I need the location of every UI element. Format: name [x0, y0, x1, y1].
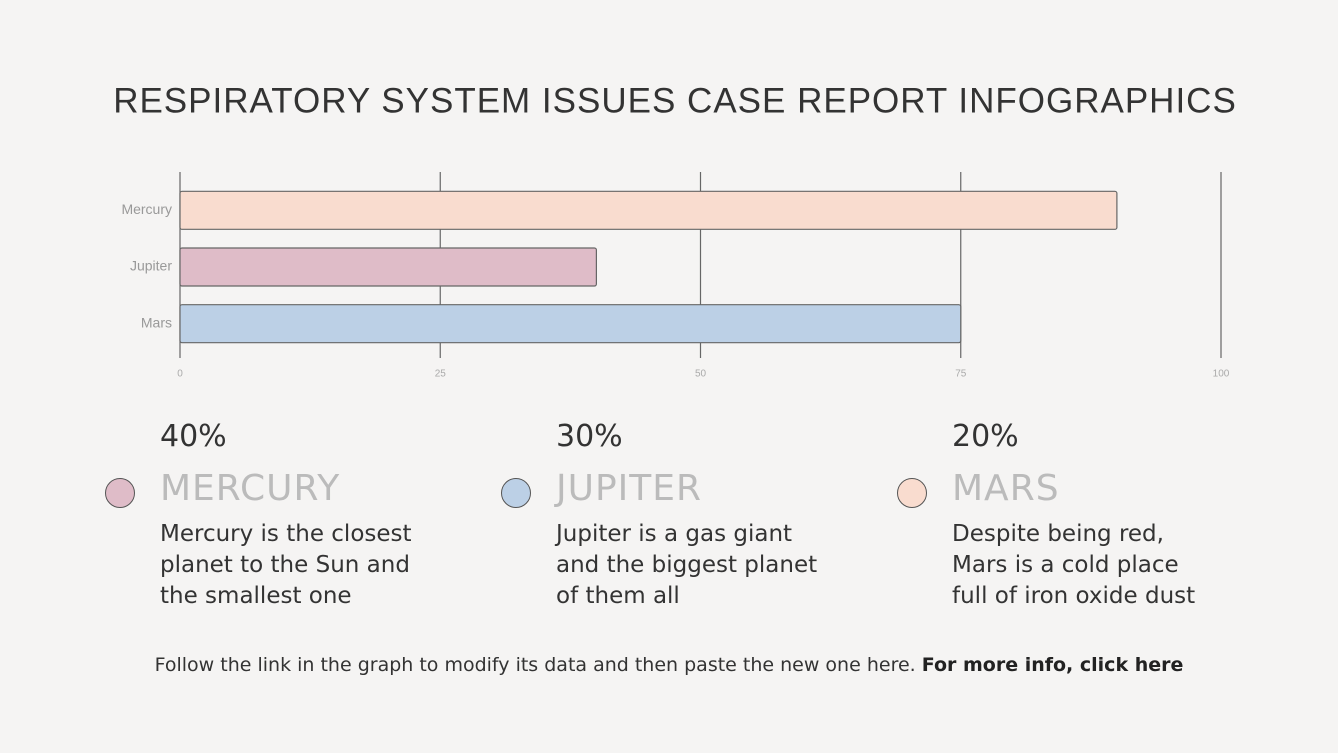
card-description: Despite being red, Mars is a cold place …: [952, 521, 1196, 609]
footer: Follow the link in the graph to modify i…: [0, 654, 1338, 676]
x-tick-label: 25: [435, 369, 447, 380]
color-dot: [105, 478, 135, 508]
chart: RESPIRATORY SYSTEM ISSUES CASE REPORT IN…: [113, 81, 1237, 380]
bar: [179, 247, 597, 287]
info-card: 30% JUPITER Jupiter is a gas giant and the…: [501, 415, 856, 612]
chart-title: RESPIRATORY SYSTEM ISSUES CASE REPORT IN…: [113, 81, 1237, 120]
card-name: MERCURY: [160, 468, 341, 509]
x-tick-label: 100: [1213, 369, 1230, 380]
color-dot: [501, 478, 531, 508]
x-tick-label: 75: [955, 369, 967, 380]
bar: [179, 304, 962, 344]
y-tick-label: Mars: [141, 314, 172, 330]
y-tick-label: Mercury: [121, 201, 172, 217]
bar: [179, 190, 1118, 230]
more-info-link[interactable]: For more info, click here: [921, 654, 1184, 676]
x-tick-label: 50: [695, 369, 707, 380]
info-card: 40% MERCURY Mercury is the closest planet …: [105, 415, 460, 612]
percent: 20%: [952, 419, 1019, 454]
card-description: Jupiter is a gas giant and the biggest p…: [556, 521, 818, 609]
color-dot: [897, 478, 927, 508]
card-description: Mercury is the closest planet to the Sun…: [160, 521, 412, 609]
info-card: 20% MARS Despite being red, Mars is a cold…: [897, 415, 1252, 612]
card-name: MARS: [952, 468, 1060, 509]
footer-text: Follow the link in the graph to modify i…: [154, 654, 916, 676]
y-tick-label: Jupiter: [130, 258, 172, 274]
card-name: JUPITER: [556, 468, 703, 509]
x-tick-label: 0: [177, 369, 183, 380]
percent: 30%: [556, 419, 623, 454]
percent: 40%: [160, 419, 227, 454]
